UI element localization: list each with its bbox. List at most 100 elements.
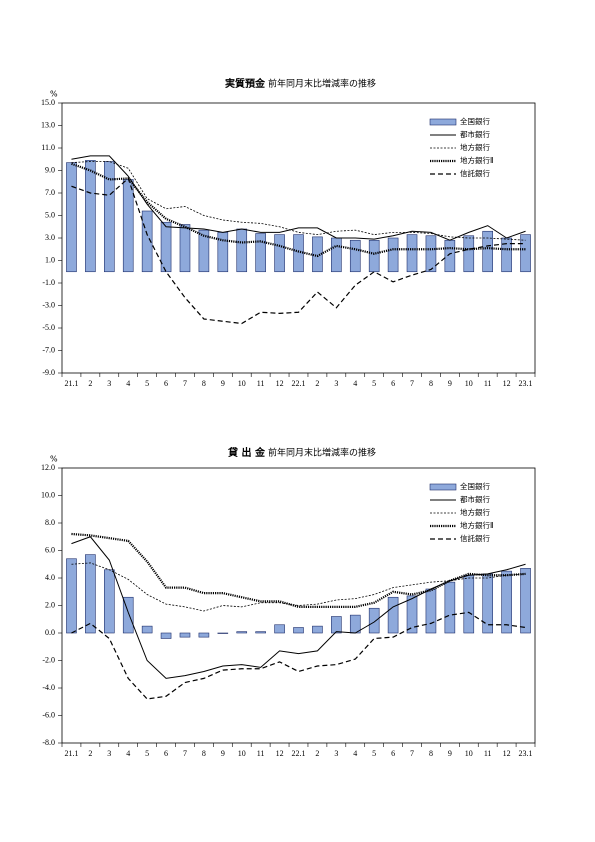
x-tick-label: 11 — [484, 379, 492, 388]
line-series — [71, 155, 526, 241]
line-series — [71, 562, 526, 612]
x-tick-label: 21.1 — [64, 379, 78, 388]
x-tick-label: 11 — [257, 749, 265, 758]
x-tick-label: 4 — [353, 749, 357, 758]
bar — [331, 237, 342, 273]
x-tick-label: 10 — [465, 749, 473, 758]
x-tick-label: 9 — [448, 379, 452, 388]
x-tick-label: 8 — [429, 749, 433, 758]
x-tick-label: 8 — [202, 379, 206, 388]
bar — [463, 235, 475, 273]
bar — [122, 596, 134, 634]
bar — [85, 160, 96, 273]
bar — [104, 161, 115, 273]
chart-subtitle: 前年同月末比増減率の推移 — [268, 447, 376, 459]
bar — [160, 221, 172, 273]
bar — [444, 581, 456, 634]
x-tick-label: 23.1 — [519, 379, 533, 388]
bar — [444, 239, 456, 273]
line-series — [71, 177, 526, 325]
x-tick-label: 7 — [183, 379, 187, 388]
bar — [217, 232, 229, 273]
bar — [104, 569, 115, 634]
y-tick-label: 0.0 — [45, 628, 55, 637]
y-tick-label: -2.0 — [42, 655, 55, 664]
bar — [236, 631, 248, 634]
y-tick-label: 6.0 — [45, 545, 55, 554]
x-tick-label: 9 — [221, 379, 225, 388]
y-tick-label: 11.0 — [41, 143, 55, 152]
bar — [198, 229, 210, 273]
bar — [293, 627, 304, 634]
bar — [387, 237, 399, 273]
bar — [520, 234, 531, 273]
x-tick-label: 8 — [202, 749, 206, 758]
legend-label: 全国銀行 — [460, 481, 490, 491]
x-tick-label: 6 — [164, 749, 168, 758]
y-tick-label: -9.0 — [42, 368, 55, 377]
x-tick-label: 3 — [334, 749, 338, 758]
bar — [141, 625, 153, 634]
x-tick-label: 2 — [88, 749, 92, 758]
bar — [274, 234, 285, 273]
bar — [349, 239, 361, 273]
y-tick-label: 2.0 — [45, 600, 55, 609]
bar — [463, 574, 475, 634]
y-tick-label: 3.0 — [45, 233, 55, 242]
x-tick-label: 3 — [107, 379, 111, 388]
bar — [255, 631, 266, 634]
x-tick-label: 9 — [221, 749, 225, 758]
x-tick-label: 23.1 — [519, 749, 533, 758]
y-tick-label: -6.0 — [42, 710, 55, 719]
line-series — [71, 161, 526, 241]
y-tick-label: -7.0 — [42, 345, 55, 354]
legend-swatch — [429, 118, 457, 126]
y-tick-label: 5.0 — [45, 210, 55, 219]
chart-subtitle: 前年同月末比増減率の推移 — [268, 78, 376, 90]
x-tick-label: 4 — [353, 379, 357, 388]
legend-label: 全国銀行 — [460, 116, 490, 126]
y-tick-label: 15.0 — [41, 98, 55, 107]
chart: 貸 出 金前年同月末比増減率の推移%12.0 10.0 8.0 6.0 4.0 2.0 0.… — [41, 446, 536, 758]
chart: 実質預金 前年同月末比増減率の推移%15.0 13.0 11.0 9.0 7.0 5.0 3.… — [41, 77, 536, 388]
y-tick-label: 7.0 — [45, 188, 55, 197]
x-tick-label: 5 — [372, 379, 376, 388]
x-tick-label: 22.1 — [292, 749, 306, 758]
legend-label: 地方銀行Ⅱ — [460, 155, 494, 165]
chart-title: 貸 出 金 — [227, 446, 266, 459]
legend-label: 都市銀行 — [460, 129, 490, 139]
y-tick-label: -1.0 — [42, 278, 55, 287]
x-tick-label: 12 — [276, 379, 284, 388]
x-tick-label: 5 — [145, 379, 149, 388]
bar — [255, 233, 266, 273]
x-tick-label: 12 — [503, 379, 511, 388]
y-tick-label: -8.0 — [42, 738, 55, 747]
x-tick-label: 3 — [107, 749, 111, 758]
y-unit: % — [50, 455, 58, 464]
bar — [425, 235, 437, 273]
bar — [141, 210, 153, 273]
bar — [66, 558, 77, 634]
x-tick-label: 5 — [372, 749, 376, 758]
bar — [293, 234, 304, 273]
bar — [406, 595, 418, 634]
x-tick-label: 10 — [238, 749, 246, 758]
bar — [217, 632, 229, 634]
x-tick-label: 8 — [429, 379, 433, 388]
bar — [236, 228, 248, 273]
x-tick-label: 6 — [164, 379, 168, 388]
bar — [349, 614, 361, 634]
bar — [501, 570, 512, 634]
bar — [274, 624, 285, 634]
line-series — [71, 611, 526, 700]
bar — [179, 224, 191, 273]
x-tick-label: 12 — [276, 749, 284, 758]
legend-label: 地方銀行Ⅱ — [460, 520, 494, 530]
bar — [312, 625, 323, 634]
y-tick-label: 9.0 — [45, 165, 55, 174]
chart-title: 実質預金 — [225, 77, 266, 90]
bar — [179, 632, 191, 638]
x-tick-label: 10 — [238, 379, 246, 388]
x-tick-label: 11 — [484, 749, 492, 758]
